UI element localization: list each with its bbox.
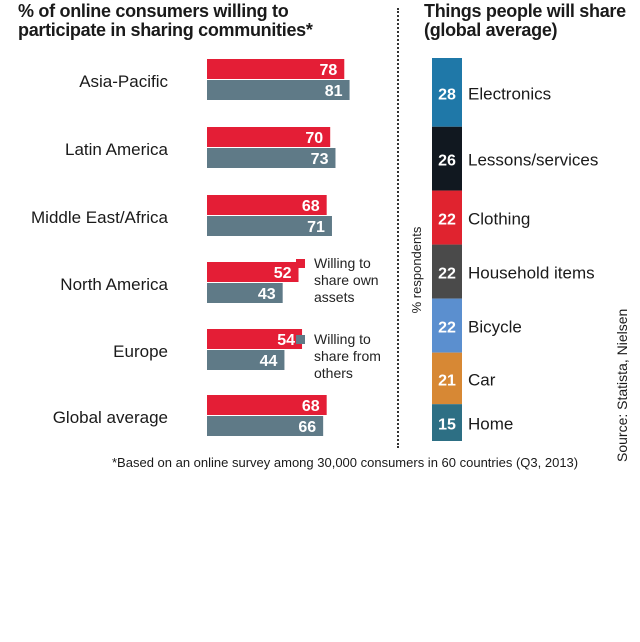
bar [207,59,345,79]
y-axis-label: % respondents [409,226,424,313]
legend-label-line: Willing to [314,331,371,347]
left-chart-title: % of online consumers willing to partici… [18,1,313,40]
segment-value-label: 22 [438,212,456,229]
legend-label-line: share own [314,272,379,288]
category-label: Europe [113,342,168,361]
segment-value-label: 28 [438,86,456,103]
legend-label: Willing to share from others [314,331,381,381]
stack-segment [432,190,462,245]
bar [207,416,324,436]
legend-label-line: share from [314,348,381,364]
bar [207,350,285,370]
segment-category-label: Lessons/services [468,151,598,170]
right-chart-title: Things people will share (global average… [424,1,626,40]
bar-value-label: 54 [277,332,295,349]
segment-category-label: Clothing [468,210,530,229]
category-label: Global average [53,408,168,427]
stack-segment [432,352,462,405]
bar-value-label: 43 [258,286,276,303]
segment-category-label: Household items [468,264,595,283]
stack-segment [432,404,462,441]
bar-value-label: 44 [260,353,278,370]
bar [207,195,327,215]
bar [207,262,299,282]
bar-value-label: 70 [305,130,323,147]
bar-value-label: 78 [319,62,337,79]
source-note: Source: Statista, Nielsen [614,309,634,642]
bar [207,395,327,415]
legend-swatch [296,259,305,268]
bar-value-label: 81 [325,83,343,100]
segment-value-label: 15 [438,417,456,434]
bar-value-label: 71 [307,219,325,236]
bar [207,80,350,100]
segment-category-label: Home [468,415,513,434]
stack-segment [432,126,462,191]
category-label: Latin America [65,140,169,159]
segment-value-label: 21 [438,372,456,389]
bar-value-label: 68 [302,398,320,415]
chart-divider [397,8,399,448]
segment-value-label: 22 [438,266,456,283]
source-text: Source: Statista, Nielsen [614,308,630,462]
bar [207,148,336,168]
category-label: North America [60,275,168,294]
stack-segment [432,244,462,299]
legend-label-line: Willing to [314,255,371,271]
legend-label: Willing to share own assets [314,255,379,305]
segment-value-label: 22 [438,320,456,337]
segment-category-label: Bicycle [468,318,522,337]
bar-value-label: 52 [274,265,292,282]
bar [207,127,331,147]
bar [207,329,303,349]
stack-segment [432,58,462,127]
stack-segment [432,298,462,353]
footnote: *Based on an online survey among 30,000 … [112,455,579,470]
category-label: Middle East/Africa [31,208,169,227]
legend-label-line: others [314,365,353,381]
segment-value-label: 26 [438,153,456,170]
bar [207,283,283,303]
charts-canvas: Asia-Pacific 78 81 Latin America 70 73 Middle … [31,58,598,441]
legend-swatch [296,335,305,344]
bar-value-label: 73 [311,151,329,168]
bar [207,216,332,236]
legend-label-line: assets [314,289,354,305]
bar-value-label: 66 [298,419,316,436]
category-label: Asia-Pacific [79,72,168,91]
segment-category-label: Electronics [468,84,551,103]
segment-category-label: Car [468,370,496,389]
bar-value-label: 68 [302,198,320,215]
